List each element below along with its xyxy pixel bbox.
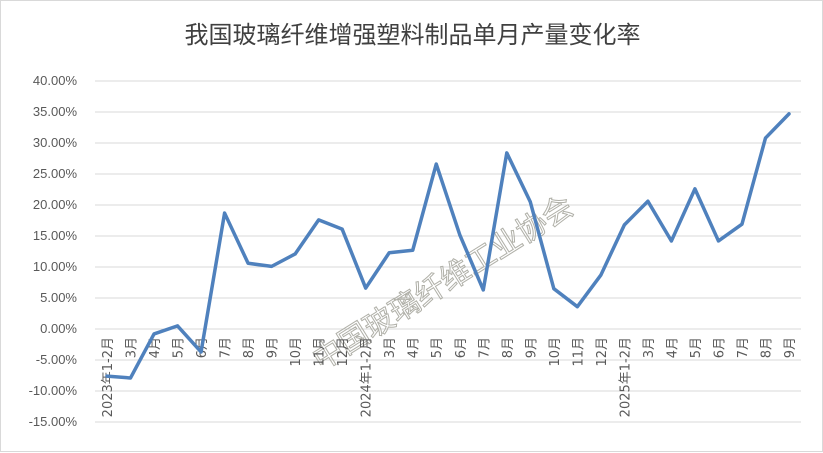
x-tick-label: 11月 <box>313 337 328 367</box>
x-tick-label: 8月 <box>242 337 257 358</box>
x-tick-label: 5月 <box>430 337 445 358</box>
data-point <box>599 273 603 277</box>
x-tick-label: 9月 <box>524 337 539 358</box>
x-tick-label: 5月 <box>172 337 187 358</box>
x-tick-label: 8月 <box>501 337 516 358</box>
data-point <box>317 218 321 222</box>
data-point <box>105 374 109 378</box>
data-point <box>293 252 297 256</box>
data-point <box>270 264 274 268</box>
data-point <box>740 222 744 226</box>
y-tick-label: 35.00% <box>33 104 78 119</box>
data-point <box>552 287 556 291</box>
x-tick-label: 10月 <box>548 337 563 367</box>
y-tick-label: -5.00% <box>36 352 78 367</box>
y-tick-label: 10.00% <box>33 259 78 274</box>
data-point <box>246 261 250 265</box>
data-point <box>787 112 791 116</box>
y-tick-label: 40.00% <box>33 73 78 88</box>
x-tick-label: 2025年1-2月 <box>618 337 633 417</box>
x-tick-label: 11月 <box>571 337 586 367</box>
x-tick-label: 2024年1-2月 <box>360 337 375 417</box>
data-point <box>411 248 415 252</box>
data-point <box>364 286 368 290</box>
x-tick-label: 4月 <box>148 337 163 358</box>
x-tick-label: 3月 <box>383 337 398 358</box>
y-tick-label: 15.00% <box>33 228 78 243</box>
x-tick-label: 7月 <box>736 337 751 358</box>
data-point <box>693 187 697 191</box>
data-point <box>669 239 673 243</box>
data-point <box>434 162 438 166</box>
data-point <box>176 324 180 328</box>
x-tick-label: 3月 <box>642 337 657 358</box>
x-tick-label: 12月 <box>595 337 610 367</box>
y-tick-label: -10.00% <box>29 383 78 398</box>
x-tick-label: 3月 <box>125 337 140 358</box>
data-point <box>152 332 156 336</box>
data-point <box>387 251 391 255</box>
y-tick-label: 0.00% <box>40 321 77 336</box>
x-tick-label: 7月 <box>219 337 234 358</box>
data-point <box>458 233 462 237</box>
data-point <box>505 151 509 155</box>
x-tick-label: 9月 <box>783 337 798 358</box>
data-point <box>528 200 532 204</box>
data-point <box>763 136 767 140</box>
x-tick-label: 6月 <box>454 337 469 358</box>
chart-title: 我国玻璃纤维增强塑料制品单月产量变化率 <box>184 21 641 49</box>
data-point <box>575 305 579 309</box>
y-tick-label: -15.00% <box>29 414 78 429</box>
x-tick-label: 12月 <box>336 337 351 367</box>
data-point <box>716 239 720 243</box>
y-tick-label: 25.00% <box>33 166 78 181</box>
x-tick-label: 9月 <box>266 337 281 358</box>
data-point <box>646 199 650 203</box>
data-point <box>340 227 344 231</box>
x-tick-label: 8月 <box>759 337 774 358</box>
x-tick-label: 4月 <box>407 337 422 358</box>
y-tick-label: 30.00% <box>33 135 78 150</box>
series-line <box>105 112 791 380</box>
data-point <box>223 211 227 215</box>
y-tick-label: 5.00% <box>40 290 77 305</box>
x-tick-label: 7月 <box>477 337 492 358</box>
x-tick-label: 10月 <box>289 337 304 367</box>
x-tick-label: 5月 <box>689 337 704 358</box>
y-tick-label: 20.00% <box>33 197 78 212</box>
x-tick-label: 4月 <box>665 337 680 358</box>
data-point <box>481 288 485 292</box>
data-point <box>129 376 133 380</box>
x-tick-label: 6月 <box>712 337 727 358</box>
data-point <box>199 350 203 354</box>
data-point <box>622 223 626 227</box>
